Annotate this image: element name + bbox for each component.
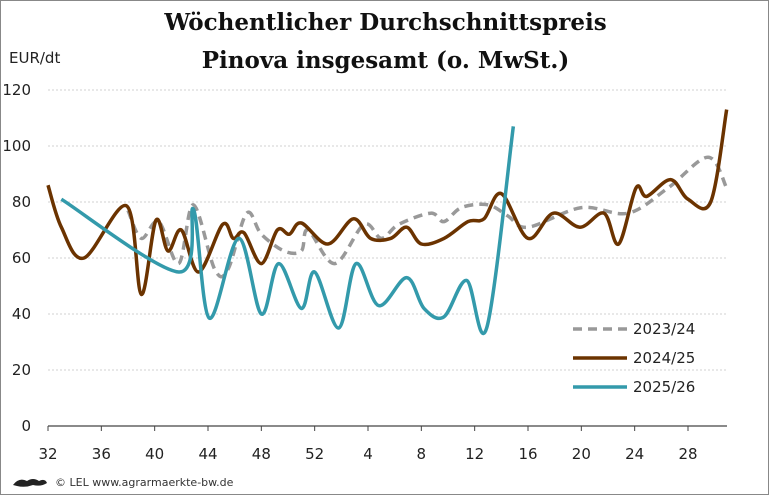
y-tick-label: 100 [2,137,31,155]
y-axis-label: EUR/dt [9,49,61,67]
x-tick-label: 16 [518,445,537,463]
x-tick-label: 8 [417,445,427,463]
x-tick-label: 48 [252,445,271,463]
x-tick-label: 24 [625,445,644,463]
x-tick-label: 52 [305,445,324,463]
series-line-2024-25 [46,109,729,297]
y-tick-label: 120 [2,81,31,99]
lion-logo-icon [13,479,47,487]
x-tick-label: 32 [38,445,57,463]
x-tick-label: 20 [572,445,591,463]
x-tick-label: 44 [198,445,217,463]
legend-label: 2024/25 [633,349,695,367]
y-tick-label: 40 [12,305,31,323]
footer-text: © LEL www.agrarmaerkte-bw.de [55,475,234,489]
x-tick-label: 40 [145,445,164,463]
series-line-2023-24 [126,155,729,279]
legend-label: 2023/24 [633,320,695,338]
footer: © LEL www.agrarmaerkte-bw.de [11,475,233,489]
x-tick-label: 4 [363,445,373,463]
x-tick-label: 12 [465,445,484,463]
chart-title-line-1: Wöchentlicher Durchschnittspreis [164,9,607,36]
x-tick-label: 28 [678,445,697,463]
y-tick-label: 80 [12,193,31,211]
y-tick-label: 60 [12,249,31,267]
chart-title-line-2: Pinova insgesamt (o. MwSt.) [201,47,570,74]
y-tick-label: 0 [21,417,31,435]
y-tick-label: 20 [12,361,31,379]
legend-label: 2025/26 [633,378,695,396]
series-line-2025-26 [60,126,516,336]
x-tick-label: 36 [92,445,111,463]
